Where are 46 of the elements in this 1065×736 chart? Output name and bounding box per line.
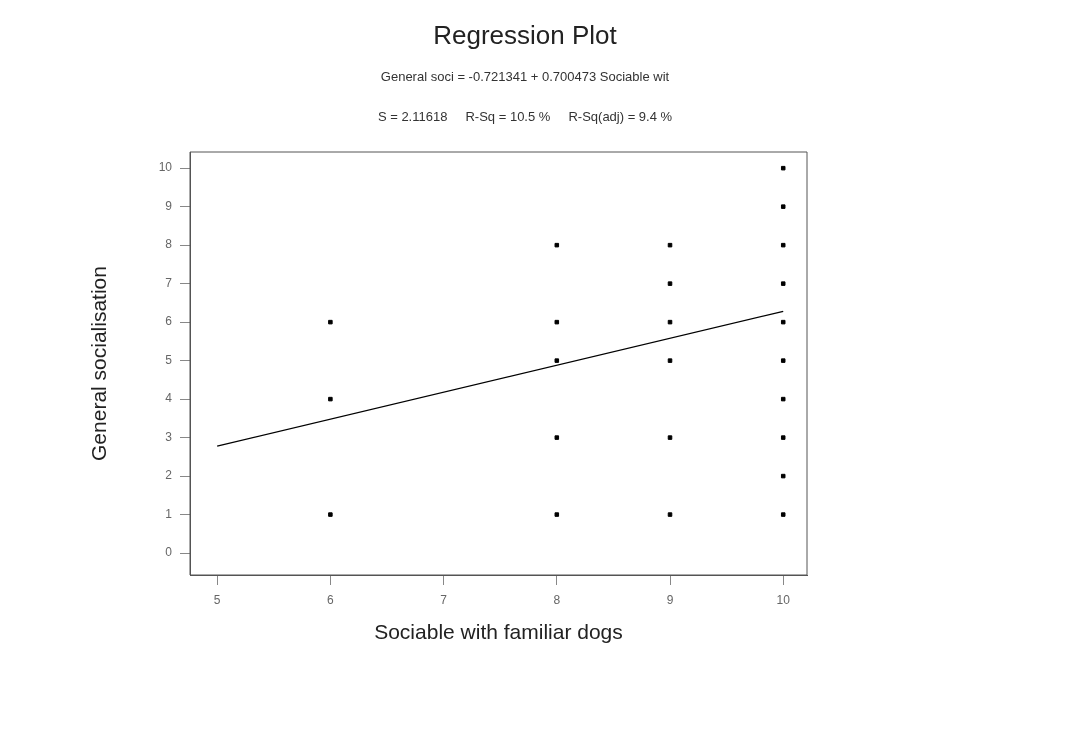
- y-tick-label: 8: [165, 237, 173, 252]
- point: [667, 358, 673, 363]
- point: [667, 435, 673, 440]
- point: [780, 242, 786, 248]
- point: [554, 512, 560, 517]
- x-tick-label: 9: [666, 592, 674, 607]
- point: [780, 319, 786, 325]
- point: [780, 512, 786, 517]
- y-tick-label: 5: [165, 352, 173, 367]
- y-tick-label: 7: [165, 275, 173, 290]
- point: [780, 435, 786, 440]
- point: [667, 319, 673, 325]
- point: [554, 242, 560, 248]
- point: [554, 358, 560, 363]
- x-tick-label: 5: [213, 592, 221, 607]
- y-axis-title: General socialisation: [87, 266, 111, 461]
- chart-subtitle: General soci = -0.721341 + 0.700473 Sociable wit: [380, 68, 670, 84]
- point: [328, 396, 333, 402]
- point: [667, 242, 673, 248]
- y-tick-label: 0: [165, 545, 173, 560]
- y-tick-label: 10: [158, 160, 173, 175]
- point: [328, 512, 333, 517]
- y-tick-label: 1: [165, 506, 173, 521]
- y-tick-label: 9: [165, 198, 173, 213]
- point: [780, 396, 786, 402]
- point: [667, 512, 673, 517]
- point: [554, 435, 560, 440]
- x-axis-title: Sociable with familiar dogs: [374, 620, 623, 644]
- text: S = 2.11618 R-Sq = 10.5 % R-Sq(adj) = 9.4 %: [377, 108, 673, 124]
- y-tick-label: 4: [165, 391, 173, 406]
- y-tick-label: 3: [165, 429, 173, 444]
- y-tick-label: 6: [165, 314, 173, 329]
- point: [780, 473, 786, 479]
- point: [780, 358, 786, 363]
- point: [554, 319, 560, 325]
- x-tick-label: 6: [327, 592, 335, 607]
- x-tick-label: 8: [553, 592, 561, 607]
- point: [667, 281, 673, 286]
- point: [780, 204, 786, 209]
- point: [328, 319, 333, 325]
- point: [780, 281, 786, 286]
- chart-title: Regression Plot: [433, 20, 618, 51]
- x-tick-label: 10: [776, 592, 791, 607]
- x-tick-label: 7: [440, 592, 448, 607]
- point: [780, 165, 786, 171]
- y-tick-label: 2: [165, 468, 173, 483]
